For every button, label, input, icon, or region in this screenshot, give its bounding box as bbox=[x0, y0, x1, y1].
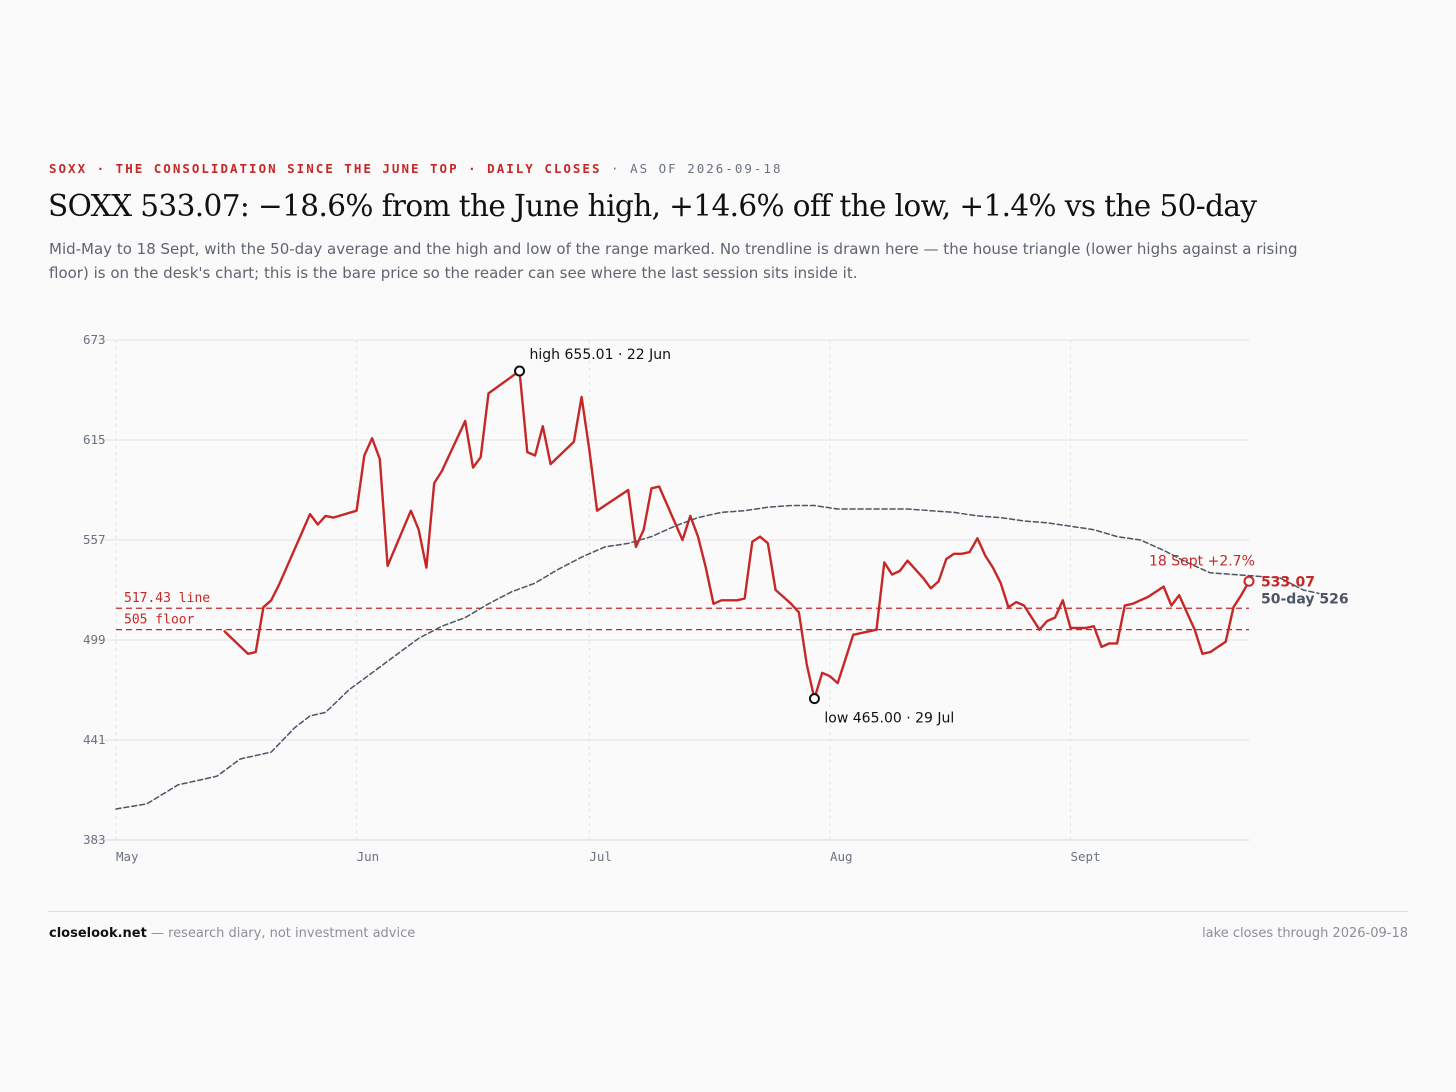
last-close-marker bbox=[1243, 575, 1255, 587]
site-brand-link[interactable]: closelook.net bbox=[49, 926, 147, 941]
y-tick-label: 615 bbox=[83, 432, 106, 447]
high-marker bbox=[514, 365, 526, 377]
ma-50day-line bbox=[115, 504, 1320, 810]
x-tick-label: May bbox=[116, 849, 139, 864]
y-tick-label: 383 bbox=[83, 832, 106, 847]
reference-line-label: 517.43 line bbox=[124, 591, 210, 606]
footer-tagline: — research diary, not investment advice bbox=[146, 926, 416, 941]
chart-title: SOXX 533.07: −18.6% from the June high, … bbox=[48, 189, 1257, 223]
last-change-label: 18 Sept +2.7% bbox=[1149, 553, 1255, 569]
y-tick-label: 499 bbox=[83, 632, 106, 647]
footer-divider bbox=[48, 911, 1408, 912]
x-tick-label: Aug bbox=[830, 849, 853, 864]
low-marker bbox=[808, 693, 820, 705]
chart-kicker: SOXX · THE CONSOLIDATION SINCE THE JUNE … bbox=[49, 161, 783, 176]
price-line bbox=[223, 369, 1251, 700]
reference-line-label: 505 floor bbox=[124, 613, 195, 628]
x-tick-label: Jun bbox=[357, 849, 380, 864]
footer-data-note: lake closes through 2026-09-18 bbox=[1202, 926, 1408, 941]
ma-end-label: 50-day 526 bbox=[1261, 591, 1349, 607]
kicker-date: AS OF 2026-09-18 bbox=[630, 161, 783, 176]
chart-subtitle: Mid-May to 18 Sept, with the 50-day aver… bbox=[49, 240, 1298, 282]
y-tick-label: 557 bbox=[83, 532, 106, 547]
x-tick-label: Sept bbox=[1071, 849, 1101, 864]
x-tick-label: Jul bbox=[589, 849, 612, 864]
high-annotation: high 655.01 · 22 Jun bbox=[530, 347, 671, 363]
low-annotation: low 465.00 · 29 Jul bbox=[824, 711, 954, 727]
kicker-main: SOXX · THE CONSOLIDATION SINCE THE JUNE … bbox=[49, 161, 602, 176]
kicker-separator: · bbox=[601, 161, 631, 176]
last-price-label: 533.07 bbox=[1261, 574, 1315, 590]
price-chart: 383 441 499 557 615 673 May Jun Jul Aug Sept 517.43… bbox=[83, 332, 1349, 864]
y-tick-label: 441 bbox=[83, 732, 106, 747]
y-tick-label: 673 bbox=[83, 332, 106, 347]
footer-credit: closelook.net — research diary, not inve… bbox=[49, 926, 415, 941]
